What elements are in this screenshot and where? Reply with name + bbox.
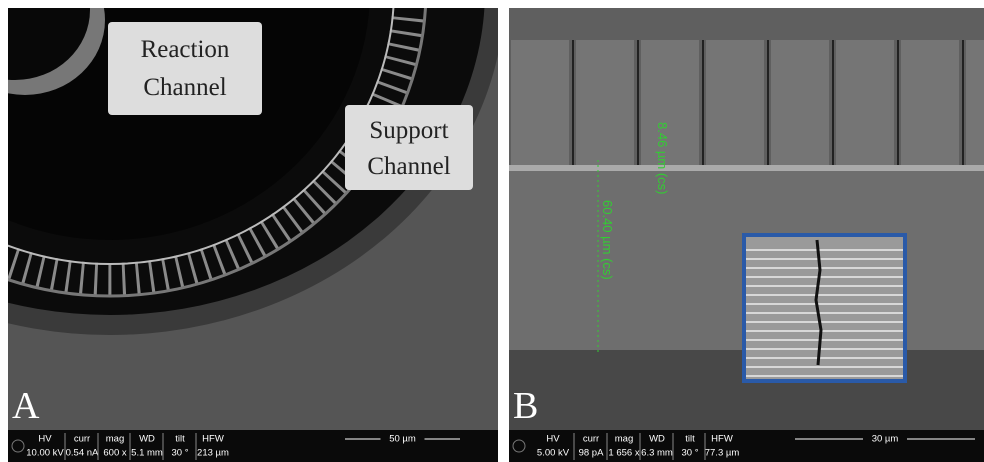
panel-label: B [513, 385, 538, 427]
pillar [706, 40, 764, 165]
pillars [511, 40, 984, 165]
info-header: HV [38, 434, 52, 445]
info-header: tilt [685, 434, 695, 445]
support-wall [8, 8, 427, 297]
info-header: HFW [202, 434, 224, 445]
reaction-channel [8, 8, 90, 80]
info-header: WD [139, 434, 155, 445]
info-value: 0.54 nA [66, 448, 99, 459]
info-header: tilt [175, 434, 185, 445]
scale-bg [863, 433, 907, 445]
info-value: 10.00 kV [26, 448, 64, 459]
info-value: 30 ° [681, 448, 698, 459]
interface [509, 165, 984, 171]
info-value: 1 656 x [608, 448, 639, 459]
info-value: 30 ° [171, 448, 188, 459]
pillar [966, 40, 984, 165]
pillar [576, 40, 634, 165]
annotation: Channel [143, 74, 226, 101]
scale-label: 30 µm [872, 434, 899, 445]
info-value: 98 pA [579, 448, 604, 459]
info-bar: HV 10.00 kV curr 0.54 nA mag 600 x WD 5.1 mm til… [8, 430, 498, 462]
info-header: HFW [711, 434, 733, 445]
pillar [901, 40, 959, 165]
logo [512, 439, 526, 453]
label-box [108, 22, 262, 115]
inner-floor [8, 8, 370, 240]
annotation: Channel [367, 153, 450, 180]
scale-label: 50 µm [389, 434, 416, 445]
scale-bg [380, 433, 425, 445]
label-box [345, 105, 473, 190]
info-header: mag [615, 434, 633, 445]
annotation: 60.40 µm (cs) [600, 200, 615, 280]
inset-layers [746, 249, 903, 377]
info-value: 6.3 mm [641, 448, 673, 459]
pillar [641, 40, 699, 165]
pillar [836, 40, 894, 165]
pillar [771, 40, 829, 165]
info-value: 77.3 µm [705, 448, 740, 459]
panel-label: A [12, 385, 40, 427]
logo [11, 439, 25, 453]
info-bar: HV 5.00 kV curr 98 pA mag 1 656 x WD 6.3 mm tilt… [509, 430, 984, 462]
info-header: curr [74, 434, 90, 445]
inset [742, 233, 907, 383]
wall-edge [8, 8, 427, 298]
info-header: WD [649, 434, 665, 445]
info-value: 5.00 kV [537, 448, 570, 459]
info-value: 213 µm [197, 448, 229, 459]
annotation: 8.46 µm (cs) [655, 122, 670, 195]
pillar [511, 40, 569, 165]
wall-edge [8, 8, 395, 265]
info-header: mag [106, 434, 124, 445]
annotation: Support [369, 117, 448, 144]
crack [814, 239, 823, 366]
annotation: Reaction [141, 36, 230, 63]
info-value: 5.1 mm [131, 448, 163, 459]
info-header: curr [583, 434, 599, 445]
info-value: 600 x [103, 448, 126, 459]
info-header: HV [546, 434, 560, 445]
